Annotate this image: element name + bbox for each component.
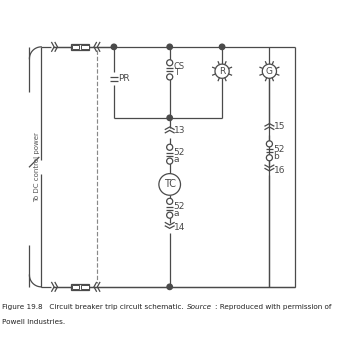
Text: Powell Industries.: Powell Industries. bbox=[2, 319, 66, 325]
Circle shape bbox=[266, 155, 272, 161]
Circle shape bbox=[111, 44, 117, 50]
FancyBboxPatch shape bbox=[71, 284, 89, 290]
Circle shape bbox=[266, 141, 272, 147]
Circle shape bbox=[166, 198, 173, 204]
Text: G: G bbox=[266, 67, 273, 76]
Circle shape bbox=[215, 64, 229, 78]
Circle shape bbox=[159, 173, 180, 195]
Text: T: T bbox=[174, 68, 179, 78]
Text: 52: 52 bbox=[273, 145, 285, 154]
Circle shape bbox=[167, 284, 173, 290]
Text: a: a bbox=[174, 209, 179, 218]
Circle shape bbox=[262, 64, 277, 78]
Text: 13: 13 bbox=[174, 126, 185, 135]
Circle shape bbox=[166, 74, 173, 80]
Text: 15: 15 bbox=[273, 122, 285, 131]
Circle shape bbox=[219, 44, 225, 50]
FancyBboxPatch shape bbox=[81, 45, 89, 49]
Circle shape bbox=[166, 60, 173, 66]
FancyBboxPatch shape bbox=[72, 45, 80, 49]
Text: b: b bbox=[273, 152, 279, 161]
Text: : Reproduced with permission of: : Reproduced with permission of bbox=[215, 304, 332, 310]
Text: PR: PR bbox=[118, 74, 130, 84]
Circle shape bbox=[167, 115, 173, 121]
Circle shape bbox=[166, 212, 173, 218]
FancyBboxPatch shape bbox=[81, 285, 89, 289]
Text: a: a bbox=[174, 155, 179, 164]
Text: 14: 14 bbox=[174, 223, 185, 232]
Circle shape bbox=[166, 144, 173, 150]
FancyBboxPatch shape bbox=[71, 44, 89, 50]
Circle shape bbox=[166, 158, 173, 164]
Text: To DC control power: To DC control power bbox=[34, 132, 40, 202]
Text: Source: Source bbox=[187, 304, 212, 310]
Text: CS: CS bbox=[174, 62, 185, 71]
Text: 52: 52 bbox=[174, 148, 185, 157]
Text: 16: 16 bbox=[273, 166, 285, 175]
FancyBboxPatch shape bbox=[72, 285, 80, 289]
Text: TC: TC bbox=[164, 179, 176, 189]
Text: Figure 19.8   Circuit breaker trip circuit schematic.: Figure 19.8 Circuit breaker trip circuit… bbox=[2, 304, 186, 310]
Circle shape bbox=[167, 44, 173, 50]
Text: 52: 52 bbox=[174, 202, 185, 211]
Text: R: R bbox=[219, 67, 225, 76]
